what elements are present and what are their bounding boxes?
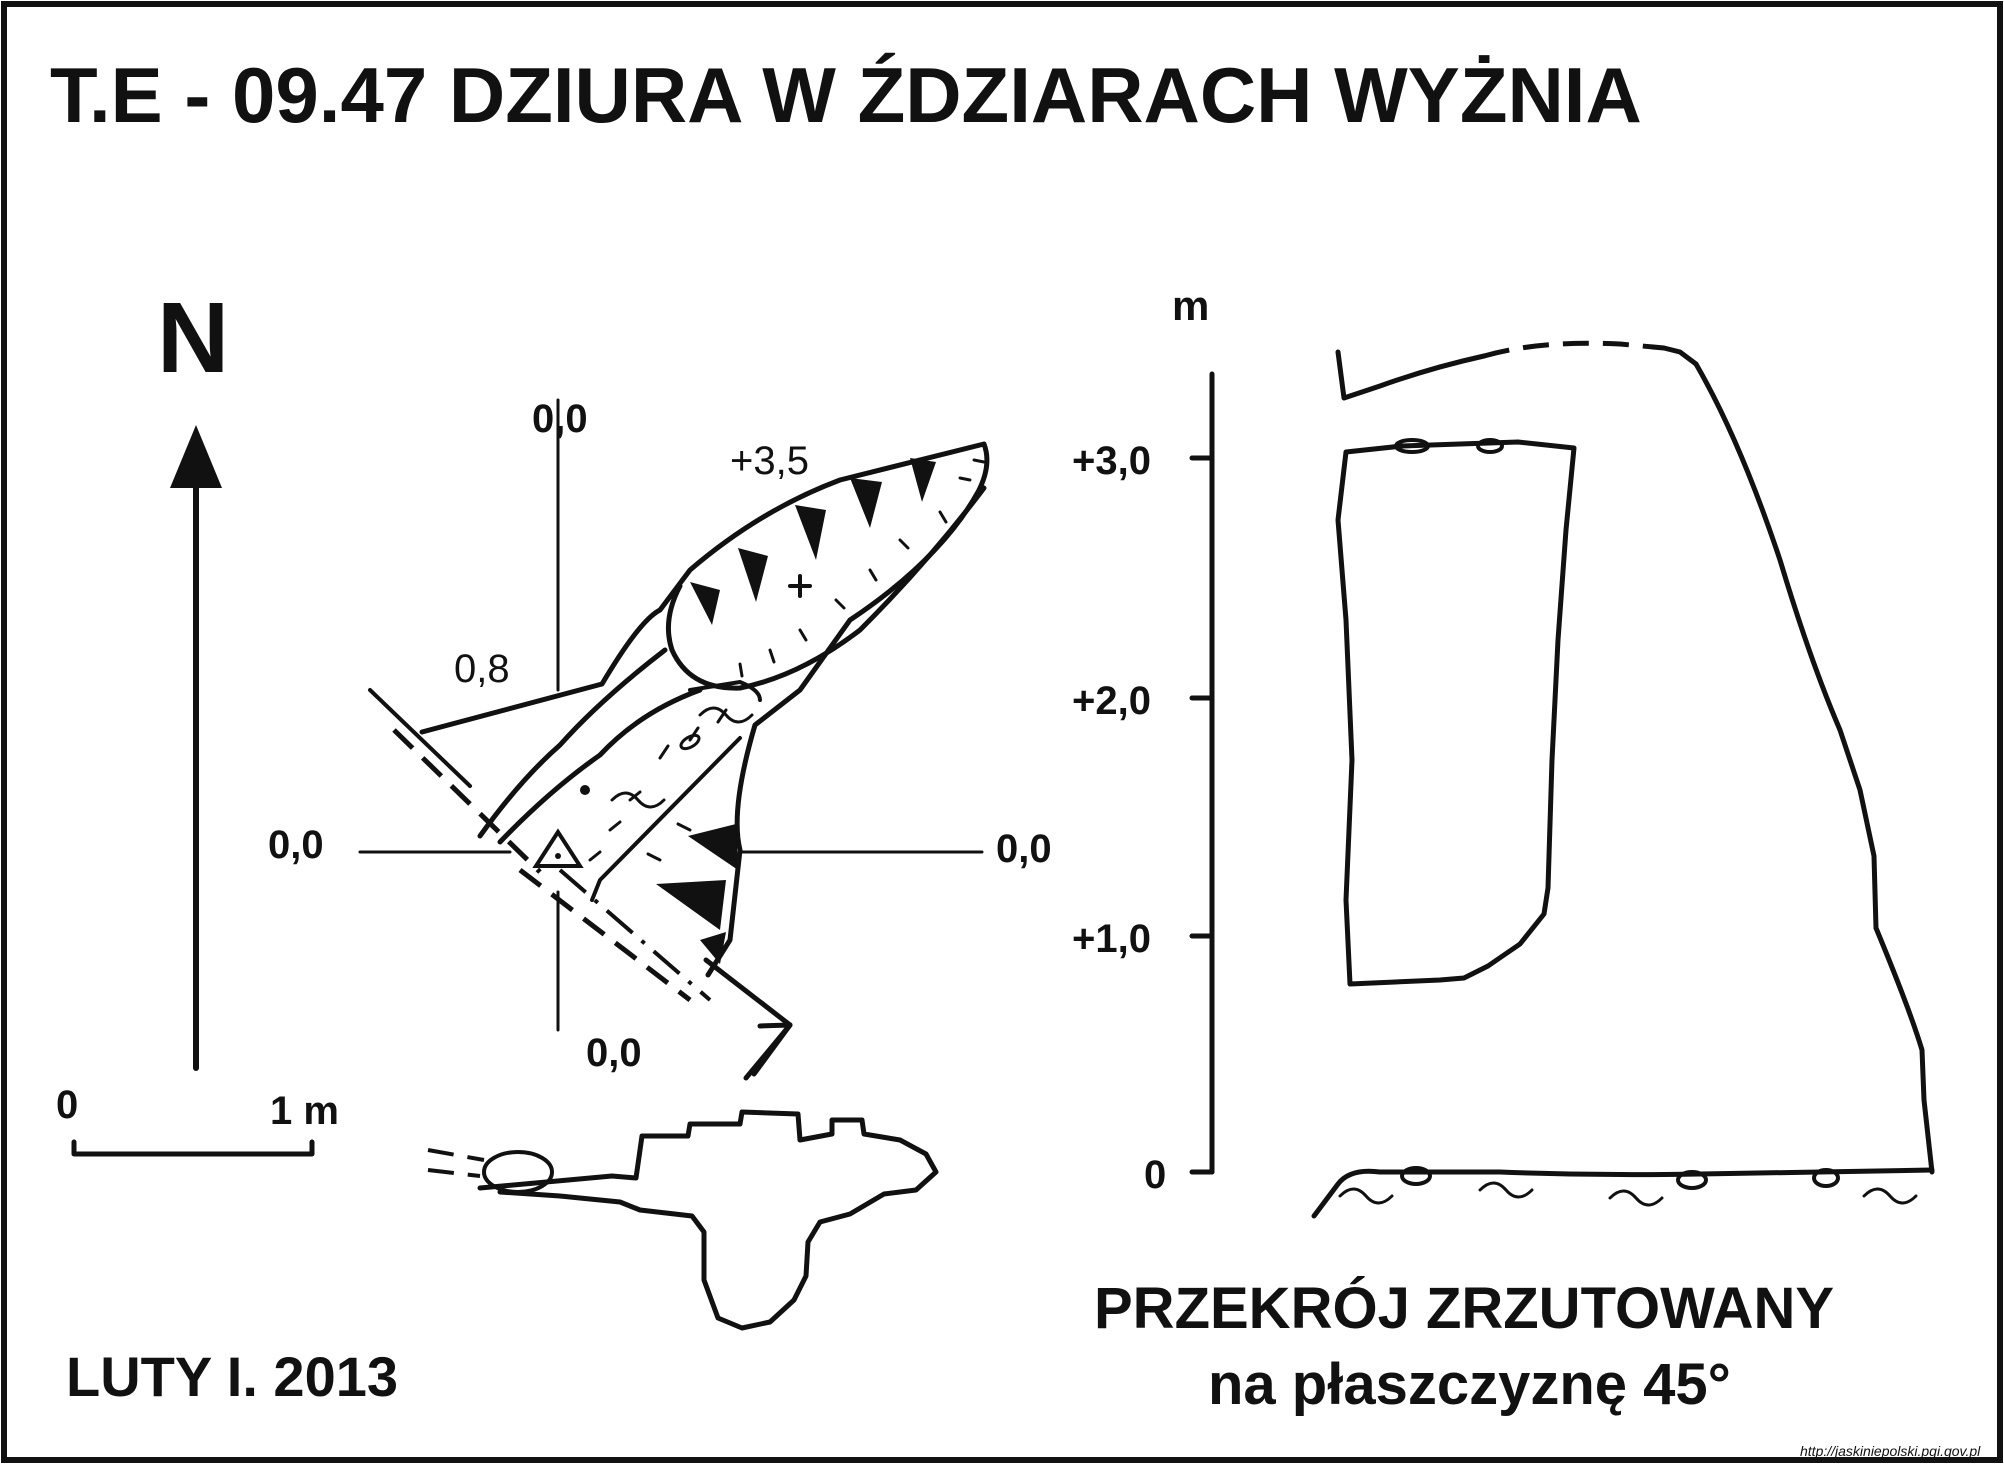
scale-label-one-meter: 1 m <box>270 1089 339 1133</box>
page-title: T.E - 09.47 DZIURA W ŹDZIARACH WYŻNIA <box>50 51 1642 139</box>
reference-cross <box>358 398 984 1032</box>
source-url: http://jaskiniepolski.pgi.gov.pl <box>1800 1443 1981 1459</box>
axis-tick-label-1: +1,0 <box>1072 917 1151 961</box>
scale-label-zero: 0 <box>56 1083 78 1127</box>
axis-tick-label-2: +2,0 <box>1072 679 1151 723</box>
author-date: LUTY I. 2013 <box>66 1345 398 1408</box>
section-unit-label: m <box>1172 282 1209 329</box>
scale-bar <box>71 1139 315 1157</box>
passage-cross-section <box>427 1109 939 1331</box>
axis-tick-label-0: 0 <box>1144 1153 1166 1197</box>
ref-label-top: 0,0 <box>532 397 588 441</box>
ref-label-left: 0,0 <box>268 823 324 867</box>
north-arrow <box>170 425 222 1071</box>
section-title-line2: na płaszczyznę 45° <box>1208 1352 1731 1417</box>
north-label: N <box>157 282 229 394</box>
height-label-08: 0,8 <box>454 647 510 691</box>
height-label-35: +3,5 <box>730 439 809 483</box>
section-title-line1: PRZEKRÓJ ZRZUTOWANY <box>1094 1276 1834 1341</box>
axis-tick-label-3: +3,0 <box>1072 439 1151 483</box>
cave-plan <box>368 441 990 1081</box>
ref-label-right: 0,0 <box>996 827 1052 871</box>
projected-section-profile <box>1311 340 1935 1219</box>
ref-label-bottom: 0,0 <box>586 1031 642 1075</box>
section-height-axis <box>1189 371 1215 1175</box>
